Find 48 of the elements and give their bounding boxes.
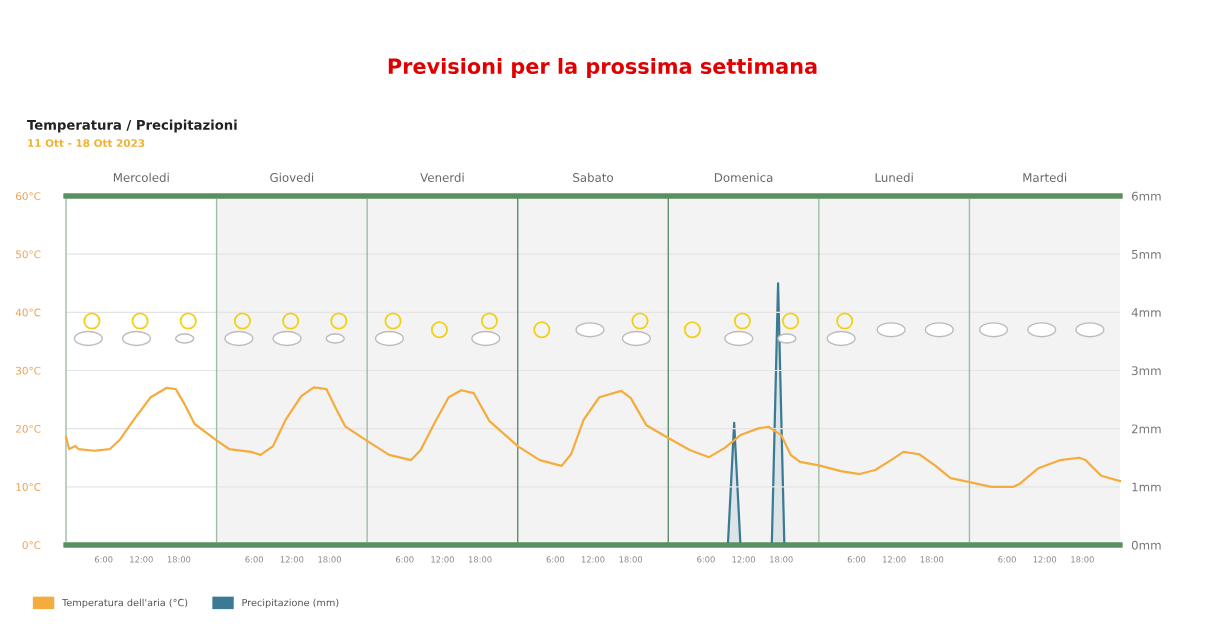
y-tick-label: 40°C (15, 308, 41, 317)
x-tick-label: 12:00 (1033, 556, 1057, 563)
x-tick-label: 6:00 (396, 556, 414, 563)
legend-label: Precipitazione (mm) (242, 598, 339, 609)
text: Giovedi (270, 172, 314, 182)
text: Martedi (1023, 172, 1067, 182)
chart-title: Previsioni per la prossima settimana (388, 57, 817, 79)
x-tick-label: 6:00 (546, 556, 565, 563)
y2-tick-label: 5mm (1132, 250, 1161, 259)
x-tick-label: 12:00 (280, 556, 304, 563)
text: 11 Ott - 18 Ott 2023 (28, 139, 145, 148)
x-tick-label: 18:00 (619, 556, 643, 563)
legend-label: Temperatura dell'aria (°C) (61, 598, 188, 609)
x-tick-label: 12:00 (883, 556, 906, 563)
x-tick-label: 12:00 (431, 556, 454, 563)
y2-tick-label: 2mm (1131, 424, 1161, 434)
x-tick-label: 6:00 (998, 556, 1016, 563)
x-tick-label: 18:00 (1071, 556, 1094, 563)
x-tick-label: 18:00 (318, 556, 341, 563)
x-tick-label: 18:00 (770, 556, 793, 563)
text: Venerdi (420, 172, 464, 182)
chart-subtitle: Temperatura / Precipitazioni (27, 119, 237, 133)
x-tick-label: 6:00 (245, 556, 264, 563)
text: Mercoledi (113, 172, 169, 182)
y2-tick-label: 3mm (1132, 366, 1161, 376)
x-tick-label: 12:00 (130, 556, 153, 563)
text: Sabato (573, 172, 614, 182)
text: Lunedi (875, 172, 913, 182)
y-tick-label: 50°C (16, 250, 41, 259)
y-tick-label: 10°C (16, 483, 41, 491)
x-tick-label: 6:00 (847, 556, 866, 563)
x-tick-label: 6:00 (94, 556, 113, 563)
x-tick-label: 12:00 (581, 556, 605, 563)
y2-tick-label: 4mm (1131, 308, 1161, 317)
line-series (64, 386, 1122, 488)
y2-tick-label: 6mm (1131, 191, 1161, 201)
x-tick-label: 18:00 (167, 556, 191, 563)
y-tick-label: 60°C (15, 192, 41, 201)
x-tick-label: 18:00 (920, 556, 944, 563)
y-tick-label: 0°C (22, 541, 41, 550)
x-tick-label: 6:00 (697, 556, 715, 563)
text: Domenica (714, 172, 773, 182)
x-tick-label: 12:00 (732, 556, 756, 563)
y-tick-label: 20°C (16, 424, 41, 433)
x-tick-label: 18:00 (468, 556, 492, 563)
y-tick-label: 30°C (16, 366, 41, 375)
y2-tick-label: 0mm (1131, 540, 1161, 550)
y2-tick-label: 1mm (1132, 482, 1161, 492)
